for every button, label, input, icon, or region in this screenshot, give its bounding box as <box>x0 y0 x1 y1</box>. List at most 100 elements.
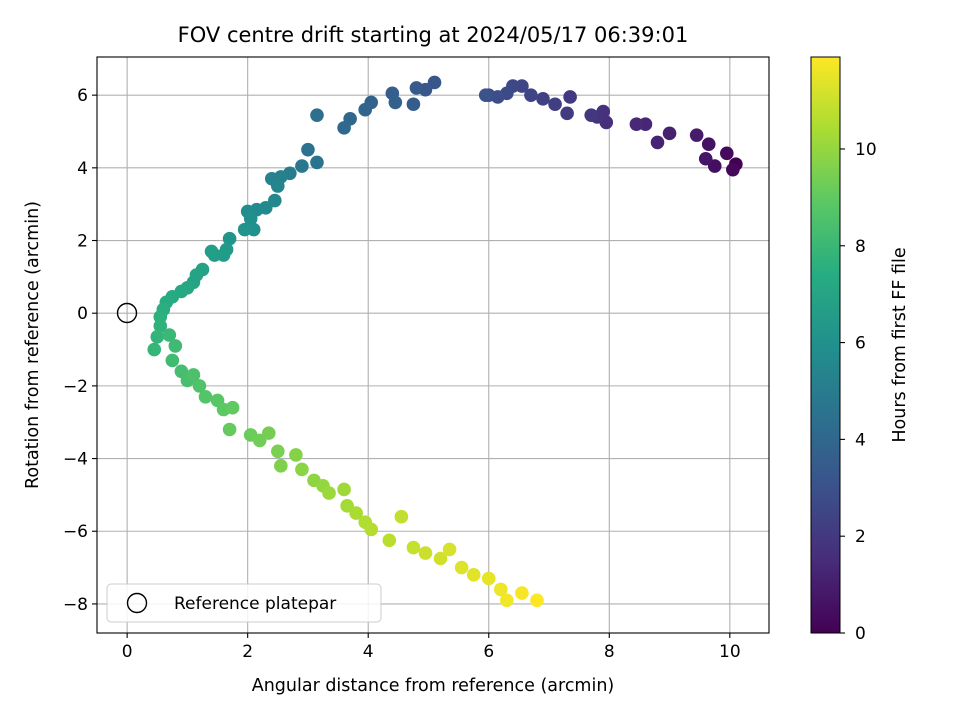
data-point <box>536 91 550 106</box>
data-point <box>243 211 258 226</box>
data-point <box>382 533 397 548</box>
data-point <box>394 509 409 524</box>
x-tick-label: 4 <box>363 642 374 662</box>
data-point <box>409 81 424 95</box>
data-point <box>301 142 315 157</box>
reference-point-marker <box>116 302 138 324</box>
data-point <box>433 551 448 566</box>
data-point <box>689 128 704 142</box>
grid-layer <box>97 57 769 633</box>
x-tick-label: 2 <box>242 642 253 662</box>
legend-marker <box>126 592 148 614</box>
colorbar-tick-label: 10 <box>855 140 877 160</box>
data-point <box>165 353 180 368</box>
data-point <box>720 146 734 161</box>
x-tick-label: 0 <box>122 642 133 662</box>
y-tick-label: −8 <box>63 595 88 615</box>
data-point <box>358 102 372 117</box>
y-tick-label: −2 <box>63 377 88 397</box>
plot-frame <box>96 56 770 634</box>
data-point <box>153 319 168 333</box>
data-point <box>726 162 740 177</box>
data-point <box>186 368 201 382</box>
data-point <box>584 108 599 122</box>
y-tick-label: −6 <box>63 522 88 542</box>
data-point <box>274 459 288 473</box>
data-point <box>222 422 237 437</box>
ticks-layer: 0 2 4 6 8 10 −8 −6 −4 −2 0 2 4 6 <box>63 86 741 662</box>
data-point <box>271 179 285 193</box>
data-point <box>295 159 309 173</box>
data-point <box>629 117 644 132</box>
y-tick-label: −4 <box>63 450 88 470</box>
data-point <box>478 88 493 102</box>
data-point <box>442 542 457 557</box>
data-point <box>515 586 529 600</box>
legend-box <box>106 583 382 623</box>
data-point <box>500 593 514 608</box>
data-point <box>295 462 309 477</box>
data-point <box>289 448 303 462</box>
data-point <box>147 342 162 357</box>
data-point <box>162 328 177 342</box>
colorbar-tick-label: 6 <box>855 334 866 354</box>
data-point <box>662 126 677 141</box>
data-point <box>560 106 574 121</box>
data-point <box>322 486 336 500</box>
y-tick-label: 6 <box>77 86 88 106</box>
colorbar-tick-label: 2 <box>855 527 866 547</box>
colorbar-tick-label: 8 <box>855 237 866 257</box>
data-point <box>454 560 469 575</box>
data-point <box>150 330 165 344</box>
y-tick-label: 2 <box>77 232 88 252</box>
colorbar-gradient <box>810 56 841 634</box>
data-point <box>530 593 544 608</box>
data-point <box>261 426 276 440</box>
legend-label: Reference platepar <box>174 594 336 614</box>
x-tick-label: 10 <box>719 642 741 662</box>
data-point <box>310 155 324 170</box>
legend: Reference platepar <box>106 583 382 623</box>
data-point <box>340 499 354 513</box>
data-point <box>204 244 219 259</box>
colorbar-title: Hours from first FF file <box>890 247 910 442</box>
data-point <box>466 568 481 582</box>
data-point <box>481 571 496 586</box>
data-point <box>267 193 282 208</box>
data-point <box>337 482 351 497</box>
x-tick-label: 6 <box>483 642 494 662</box>
x-tick-label: 8 <box>604 642 615 662</box>
data-point <box>252 433 267 448</box>
data-point <box>349 506 363 520</box>
data-point <box>222 231 237 246</box>
chart-title: FOV centre drift starting at 2024/05/17 … <box>178 23 689 47</box>
data-point <box>237 222 252 237</box>
data-point <box>524 88 538 102</box>
data-point <box>698 151 713 166</box>
y-tick-label: 4 <box>77 159 88 179</box>
data-point <box>494 582 508 597</box>
colorbar-tick-label: 0 <box>855 624 866 644</box>
data-point <box>192 379 207 393</box>
data-point <box>548 97 562 112</box>
data-point <box>168 339 183 353</box>
data-point <box>198 389 213 404</box>
colorbar-tick-label: 4 <box>855 430 866 450</box>
data-point <box>650 135 665 150</box>
data-point <box>427 75 442 90</box>
colorbar-ticks: 0 2 4 6 8 10 <box>840 140 877 644</box>
data-point <box>406 540 421 555</box>
colorbar: 0 2 4 6 8 10 Hours from first FF file <box>810 56 910 644</box>
x-axis-title: Angular distance from reference (arcmin) <box>252 676 615 696</box>
data-point <box>310 108 324 122</box>
data-point <box>701 137 716 152</box>
y-tick-label: 0 <box>77 304 88 324</box>
data-point <box>388 95 403 110</box>
data-point <box>406 97 421 112</box>
points-layer <box>147 75 743 608</box>
data-point <box>707 159 722 173</box>
data-point <box>271 444 285 459</box>
data-point <box>337 121 351 135</box>
data-point <box>364 522 379 537</box>
